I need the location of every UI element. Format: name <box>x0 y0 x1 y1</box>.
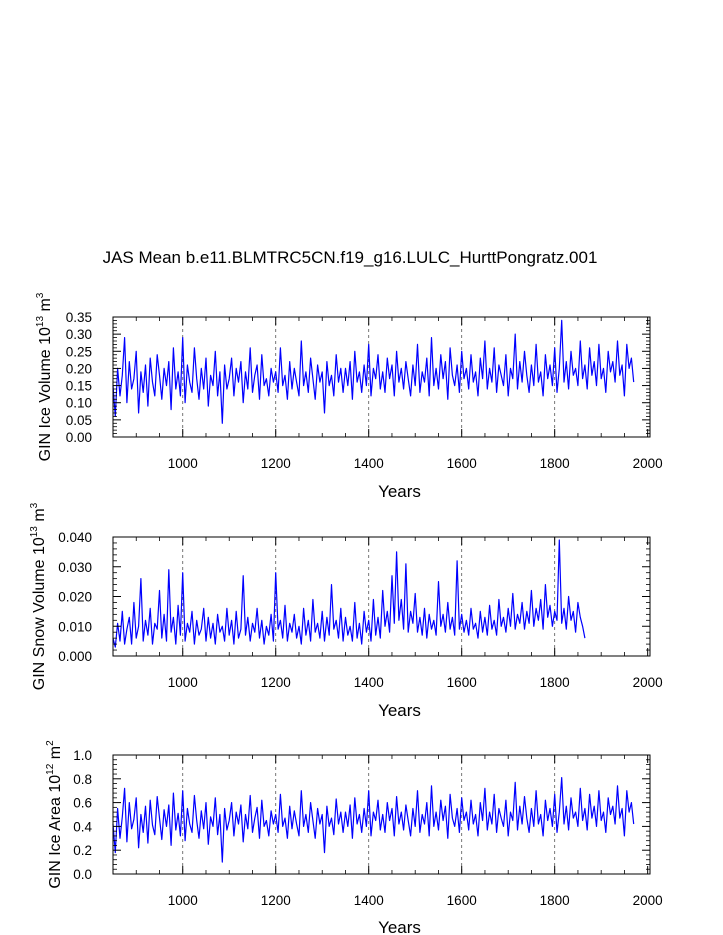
y-tick-label: 1.0 <box>73 748 92 763</box>
x-tick-label: 1600 <box>447 456 477 471</box>
x-tick-label: 2000 <box>633 893 663 908</box>
x-tick-label: 1600 <box>447 675 477 690</box>
x-tick-label: 1000 <box>168 893 198 908</box>
x-tick-label: 1400 <box>354 675 384 690</box>
y-tick-label: 0.15 <box>66 379 92 394</box>
y-tick-label: 0.020 <box>58 590 92 605</box>
panel-snow-volume: 1000 1200 1400 1600 1800 2000 0.000 0.010 0.020 0… <box>29 502 663 720</box>
y-tick-label: 0.4 <box>73 819 92 834</box>
y-axis-label-exp: 12 <box>45 763 56 775</box>
y-tick-label: 0.20 <box>66 361 92 376</box>
y-axis-label-text: GIN Ice Volume 10 <box>37 327 54 461</box>
y-tick-label: 0.10 <box>66 396 92 411</box>
y-tick-label: 0.30 <box>66 327 92 342</box>
y-axis-label: GIN Ice Area 1012 m2 <box>45 740 64 889</box>
y-axis-label-exp: 13 <box>35 316 46 328</box>
x-axis-label: Years <box>378 918 421 935</box>
series-line <box>112 776 635 863</box>
x-tick-label: 1800 <box>540 456 570 471</box>
series-line <box>112 539 586 648</box>
x-tick-label: 1400 <box>354 456 384 471</box>
x-tick-label: 1800 <box>540 675 570 690</box>
x-tick-label: 1200 <box>261 675 291 690</box>
x-tick-label: 1000 <box>168 456 198 471</box>
y-tick-label: 0.8 <box>73 772 92 787</box>
y-axis-label: GIN Snow Volume 1013 m3 <box>29 502 48 690</box>
y-tick-label: 0.6 <box>73 796 92 811</box>
y-tick-label: 0.010 <box>58 619 92 634</box>
chart-title: JAS Mean b.e11.BLMTRC5CN.f19_g16.LULC_Hu… <box>103 248 598 267</box>
x-tick-label: 1200 <box>261 893 291 908</box>
y-tick-label: 0.00 <box>66 430 92 445</box>
y-tick-label: 0.05 <box>66 413 92 428</box>
x-tick-label: 1400 <box>354 893 384 908</box>
y-tick-label: 0.25 <box>66 344 92 359</box>
y-axis-label-unit: m <box>31 508 48 526</box>
x-tick-label: 1000 <box>168 675 198 690</box>
plot-frame <box>112 754 651 875</box>
x-tick-label: 2000 <box>633 675 663 690</box>
y-tick-label: 0.2 <box>73 843 92 858</box>
y-axis-label-exp: 13 <box>29 526 40 538</box>
y-axis-label: GIN Ice Volume 1013 m3 <box>35 292 54 461</box>
x-tick-label: 1200 <box>261 456 291 471</box>
y-tick-label: 0.030 <box>58 560 92 575</box>
x-axis-label: Years <box>378 701 421 720</box>
y-axis-label-unit-exp: 2 <box>45 740 56 746</box>
y-axis-label-unit: m <box>37 298 54 316</box>
y-tick-label: 0.0 <box>73 867 92 882</box>
x-tick-label: 2000 <box>633 456 663 471</box>
y-axis-label-text: GIN Ice Area 10 <box>47 775 64 889</box>
y-axis-label-unit-exp: 3 <box>35 292 46 298</box>
panel-ice-area: 1000 1200 1400 1600 1800 2000 0.0 0.2 0.4 0.6 0.8 1… <box>45 740 663 935</box>
x-tick-label: 1800 <box>540 893 570 908</box>
y-axis-label-unit-exp: 3 <box>29 502 40 508</box>
y-axis-label-unit: m <box>47 746 64 764</box>
x-tick-label: 1600 <box>447 893 477 908</box>
plot-frame <box>112 316 651 438</box>
y-tick-label: 0.040 <box>58 530 92 545</box>
series-line <box>112 319 635 424</box>
x-axis-label: Years <box>378 482 421 501</box>
y-axis-label-text: GIN Snow Volume 10 <box>31 537 48 690</box>
y-tick-label: 0.000 <box>58 649 92 664</box>
y-tick-label: 0.35 <box>66 310 92 325</box>
panel-ice-volume: 1000 1200 1400 1600 1800 2000 0.00 0.05 0.10 0.15… <box>35 292 663 501</box>
